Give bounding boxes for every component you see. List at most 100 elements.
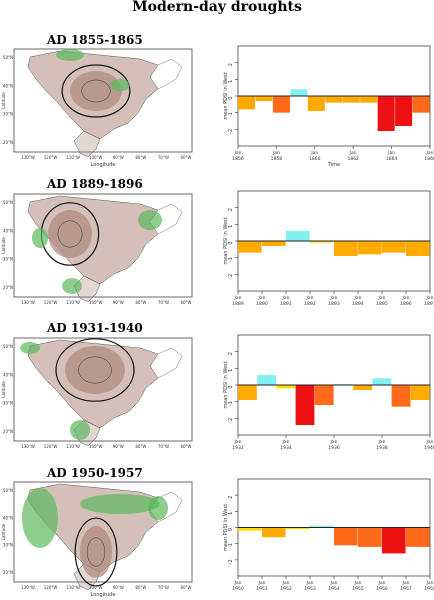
x-tick-label: Jan [349,150,357,156]
bar-1893 [334,241,358,256]
x-tick-label: 1866 [424,156,434,162]
contour-line [57,220,83,248]
latitude-tick-label: 20°N [3,429,13,434]
latitude-tick-label: 40°N [3,515,13,520]
longitude-tick-label: 110°W [66,585,80,590]
contour-line [81,79,111,103]
x-tick-label: 1953 [304,586,316,592]
x-tick-label: 1951 [256,586,268,592]
latitude-tick-label: 50°N [3,55,13,60]
wet-anomaly-region [110,79,130,91]
wet-anomaly-region [56,49,84,61]
x-tick-label: Jan [306,295,314,301]
latitude-tick-label: 40°N [3,372,13,377]
bar-1957 [406,527,430,547]
x-tick-label: 1956 [376,586,388,592]
contour-line [78,356,112,384]
longitude-tick-label: 110°W [66,300,80,305]
x-tick-label: 1891 [280,301,292,307]
x-tick-label: 1889 [232,301,244,307]
x-tick-label: 1955 [352,586,364,592]
drought-map-1950-1957: 130°W 120°W 110°W 100°W 90°W 80°W 70°W 60°W 50°N… [1,481,193,598]
latitude-tick-label: 30°N [3,543,13,548]
drought-map-1889-1896: 130°W 120°W 110°W 100°W 90°W 80°W 70°W 60°W 50°N… [1,193,193,305]
coastline [157,58,183,90]
longitude-tick-label: 100°W [89,585,103,590]
bar-1940 [410,385,430,400]
y-tick-label: 1 [228,512,234,515]
longitude-tick-label: 80°W [135,444,146,449]
bar-1855 [238,96,256,110]
latitude-tick-label: 50°N [3,344,13,349]
longitude-tick-label: 60°W [180,585,191,590]
latitude-tick-label: 30°N [3,112,13,117]
x-tick-label: Jan [258,580,266,586]
y-tick-label: 0 [228,528,234,531]
y-tick-label: 2 [228,208,234,211]
bar-1935 [314,385,334,405]
x-axis-label: Time [327,162,340,168]
y-axis-label: mean PDSI in West [223,72,229,119]
x-tick-label: Jan [306,580,314,586]
map-area [22,483,183,591]
x-tick-label: Jan [330,295,338,301]
x-tick-label: Jan [282,439,290,445]
contour-line [86,537,106,567]
y-tick-label: 0 [228,385,234,388]
y-tick-label: -2 [228,274,234,279]
longitude-tick-label: 90°W [113,155,124,160]
bar-1863 [377,96,395,131]
bar-1951 [262,527,286,538]
x-tick-label: Jan [378,295,386,301]
bar-1857 [272,96,290,113]
bar-1890 [262,241,286,246]
x-tick-label: Jan [330,439,338,445]
x-tick-label: Jan [402,580,410,586]
x-tick-label: Jan [282,580,290,586]
x-tick-label: 1954 [328,586,340,592]
map-area [20,338,183,447]
latitude-tick-label: 20°N [3,570,13,575]
latitude-tick-label: 50°N [3,488,13,493]
x-tick-label: Jan [426,295,434,301]
y-tick-label: 0 [228,96,234,99]
y-tick-label: 0 [228,241,234,244]
y-tick-label: -2 [228,418,234,423]
y-tick-label: -1 [228,401,234,406]
wet-anomaly-region [22,488,58,548]
bar-1858 [290,89,308,96]
latitude-tick-label: 50°N [3,200,13,205]
period-title-1855: AD 1855-1865 [47,33,143,47]
x-tick-label: 1934 [280,445,292,451]
longitude-tick-label: 90°W [113,300,124,305]
x-tick-label: 1894 [352,301,364,307]
x-tick-label: Jan [354,580,362,586]
mexico-region [73,130,101,158]
y-axis-label: mean PDSI in West [223,217,229,264]
x-tick-label: 1936 [328,445,340,451]
x-tick-label: 1897 [424,301,434,307]
bar-1932 [257,375,276,385]
wet-anomaly-region [20,342,40,354]
longitude-tick-label: 100°W [89,155,103,160]
longitude-tick-label: 130°W [21,300,35,305]
x-tick-label: Jan [426,150,434,156]
longitude-tick-label: 70°W [158,585,169,590]
bar-1894 [358,241,382,255]
map-area [27,49,183,158]
y-tick-label: -1 [228,112,234,117]
longitude-tick-label: 130°W [21,155,35,160]
y-tick-label: 1 [228,80,234,83]
bar-1895 [382,241,406,253]
latitude-tick-label: 30°N [3,401,13,406]
x-tick-label: Jan [330,580,338,586]
longitude-axis-label: Longitude [91,592,116,598]
x-tick-label: Jan [402,295,410,301]
longitude-tick-label: 80°W [135,300,146,305]
longitude-tick-label: 100°W [89,300,103,305]
longitude-tick-label: 80°W [135,585,146,590]
bar-1856 [255,96,273,101]
x-tick-label: Jan [426,439,434,445]
x-tick-label: 1862 [347,156,359,162]
